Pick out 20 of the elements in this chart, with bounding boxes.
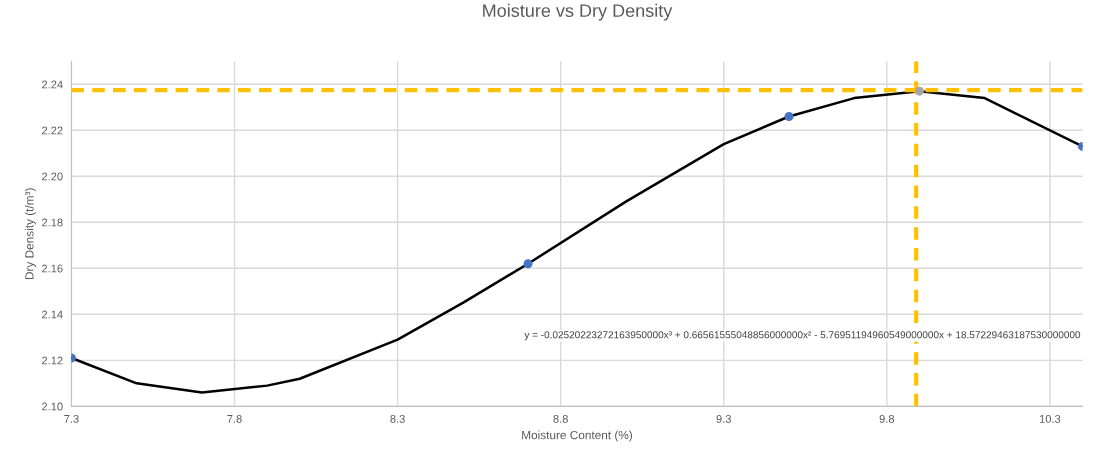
y-tick-label: 2.16 [42, 264, 63, 273]
x-tick-label: 10.3 [1039, 414, 1061, 423]
y-tick-label: 2.24 [42, 80, 63, 89]
y-axis-title: Dry Density (t/m³) [24, 188, 36, 280]
x-axis-title: Moisture Content (%) [522, 430, 633, 442]
point [914, 86, 924, 96]
x-tick-label: 8.8 [553, 414, 568, 423]
x-tick-label: 9.3 [716, 414, 731, 423]
x-tick-label: 8.3 [390, 414, 405, 423]
y-tick-label: 2.10 [42, 402, 63, 411]
y-tick-label: 2.14 [42, 310, 63, 319]
y-tick-label: 2.12 [42, 356, 63, 365]
x-tick-label: 9.8 [879, 414, 895, 423]
chart-title: Moisture vs Dry Density [483, 3, 673, 21]
y-tick-label: 2.18 [42, 218, 63, 227]
annotation: y = -0.02520223272163950000x³ + 0.66561555048856000000x² - 5.76951194960549000000x + 18.57229463187530000000 [524, 331, 1081, 341]
x-tick-label: 7.3 [64, 414, 79, 423]
x-tick-label: 7.8 [227, 414, 242, 423]
y-tick-label: 2.22 [42, 126, 63, 135]
y-tick-label: 2.20 [42, 172, 63, 181]
